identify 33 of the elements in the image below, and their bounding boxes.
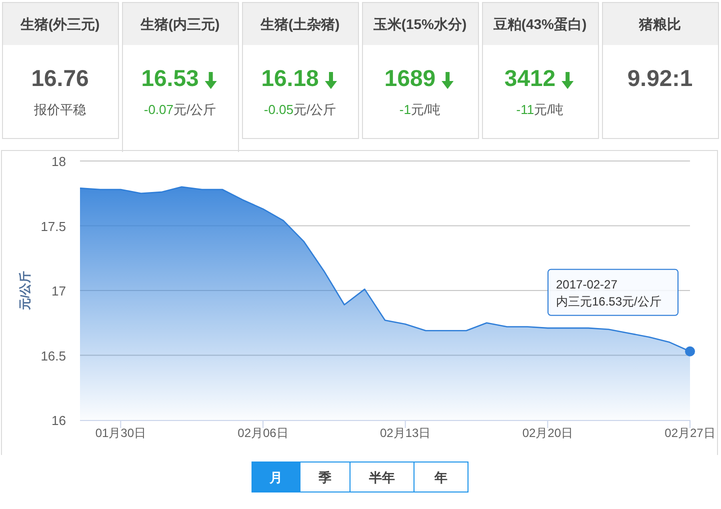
y-tick-label: 16 xyxy=(52,413,66,428)
text: 猪粮比 xyxy=(638,16,681,32)
text: 半年 xyxy=(368,470,395,485)
y-tick-label: 17.5 xyxy=(40,218,66,234)
text: 季 xyxy=(318,470,332,485)
x-tick-label: 02月13日 xyxy=(380,426,431,440)
y-axis-title: 元/公斤 xyxy=(18,270,32,312)
x-tick-label: 02月06日 xyxy=(238,426,288,440)
y-tick-label: 18 xyxy=(52,154,66,169)
text: 生猪(内三元) xyxy=(139,16,220,32)
y-tick-label: 16.5 xyxy=(40,348,66,364)
x-tick-label: 02月27日 xyxy=(664,426,716,440)
text: 16.53 xyxy=(141,65,199,91)
text: 报价平稳 xyxy=(33,102,86,117)
y-tick-label: 17 xyxy=(52,284,66,298)
text: 生猪(土杂猪) xyxy=(259,16,340,32)
text: 9.92:1 xyxy=(627,65,693,91)
text: 16.18 xyxy=(261,65,319,91)
text: -1元/吨 xyxy=(399,102,441,117)
text: 年 xyxy=(434,470,448,485)
annotation: 2017-02-27 内三元16.53元/公斤 xyxy=(556,277,662,308)
text: 豆粕(43%蛋白) xyxy=(492,16,587,32)
text: -0.05元/公斤 xyxy=(264,102,336,117)
text: 16.76 xyxy=(31,65,89,91)
x-tick-label: 02月20日 xyxy=(522,426,574,440)
text: 3412 xyxy=(504,65,556,91)
text: 生猪(外三元) xyxy=(19,16,100,32)
text: 1689 xyxy=(384,65,436,91)
text: 月 xyxy=(268,470,282,485)
text: 玉米(15%水分) xyxy=(372,16,467,32)
x-tick-label: 01月30日 xyxy=(95,426,146,440)
text: -11元/吨 xyxy=(516,102,564,117)
text: -0.07元/公斤 xyxy=(144,102,216,117)
